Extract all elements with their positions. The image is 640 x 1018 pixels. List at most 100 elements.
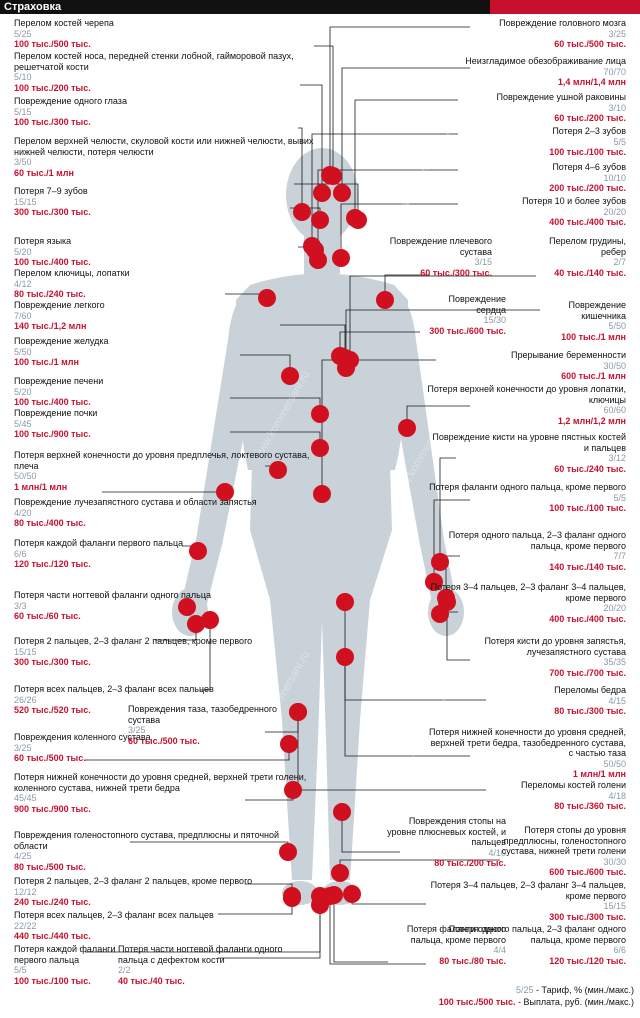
injury-entry: Повреждение желудка 5/50 100 тыс./1 млн xyxy=(14,336,314,368)
injury-payout: 80 тыс./300 тыс. xyxy=(554,706,626,716)
injury-point xyxy=(201,611,219,629)
injury-title: Повреждение одного глаза xyxy=(14,96,127,106)
injury-tariff: 5/45 xyxy=(14,418,32,429)
legend: 5/25 - Тариф, % (мин./макс.) 100 тыс./50… xyxy=(439,984,634,1008)
leader-line xyxy=(311,133,458,246)
injury-point xyxy=(289,703,307,721)
injury-payout: 1 млн/1 млн xyxy=(14,481,68,492)
injury-title: Потеря кисти до уровня запястья, лучезап… xyxy=(484,636,626,657)
injury-payout: 300 тыс./300 тыс. xyxy=(549,911,626,922)
injury-title: Потеря языка xyxy=(14,236,72,246)
injury-tariff: 15/15 xyxy=(14,646,37,657)
injury-entry: Повреждение одного глаза 5/15 100 тыс./300… xyxy=(14,96,314,128)
injury-tariff: 5/20 xyxy=(14,246,32,257)
injury-title: Потеря всех пальцев, 2–3 фаланг всех пал… xyxy=(14,684,214,694)
injury-payout: 400 тыс./400 тыс. xyxy=(549,217,626,227)
injury-payout: 440 тыс./440 тыс. xyxy=(14,931,91,941)
injury-tariff: 20/20 xyxy=(603,603,626,613)
injury-entry: Потеря 7–9 зубов 15/15 300 тыс./300 тыс. xyxy=(14,186,314,218)
injury-title: Повреждения тазa, тазобедренного сустава xyxy=(128,704,277,725)
injury-payout: 100 тыс./400 тыс. xyxy=(14,257,91,267)
injury-payout: 60 тыс./200 тыс. xyxy=(554,113,626,123)
injury-title: Потеря 2 пальцев, 2–3 фаланг 2 пальцев, … xyxy=(14,636,253,646)
injury-payout: 60 тыс./500 тыс. xyxy=(14,753,86,763)
injury-payout: 60 тыс./500 тыс. xyxy=(554,39,626,49)
injury-title: Потеря 2 пальцев, 2–3 фаланг 2 пальцев, … xyxy=(14,876,253,886)
injury-entry: Повреждение кисти на уровне пястных кост… xyxy=(426,432,626,474)
injury-payout: 100 тыс./100 тыс. xyxy=(549,503,626,513)
injury-tariff: 26/26 xyxy=(14,694,37,705)
leader-line xyxy=(341,812,400,853)
injury-title: Прерывание беременности xyxy=(510,350,626,360)
injury-entry: Потеря всех пальцев, 2–3 фаланг всех пал… xyxy=(14,684,314,716)
injury-entry: Повреждение лучезапястного сустава и обл… xyxy=(14,497,314,529)
injury-point xyxy=(343,885,361,903)
injury-entry: Неизгладимое обезображивание лица 70/70 1,… xyxy=(400,56,626,88)
injury-point xyxy=(283,889,301,907)
injury-payout: 600 тыс./1 млн xyxy=(561,371,626,381)
injury-point xyxy=(332,249,350,267)
injury-entry: Потеря нижней конечности до уровня средн… xyxy=(426,727,626,780)
title-bar: Страховка xyxy=(0,0,640,14)
injury-tariff: 30/30 xyxy=(603,856,626,867)
injury-point xyxy=(376,291,394,309)
injury-payout: 100 тыс./100 тыс. xyxy=(14,975,91,986)
injury-title: Повреждение кисти на уровне пястных кост… xyxy=(432,432,626,453)
injury-tariff: 3/25 xyxy=(128,725,146,735)
injury-point xyxy=(279,843,297,861)
injury-entry: Перелом костей черепа 5/25 100 тыс./500 ты… xyxy=(14,18,314,50)
injury-title: Потеря 3–4 пальцев, 2–3 фаланг 3–4 пальц… xyxy=(430,880,626,901)
leader-line xyxy=(280,324,346,358)
injury-entry: Потеря 10 и более зубов 20/20 400 тыс./400… xyxy=(426,196,626,228)
leader-line xyxy=(341,67,470,193)
injury-title: Потеря части ногтевой фаланги одного пал… xyxy=(14,590,211,600)
injury-tariff: 5/50 xyxy=(608,321,626,331)
injury-title: Потеря всех пальцев, 2–3 фаланг всех пал… xyxy=(14,910,214,920)
injury-tariff: 4/18 xyxy=(608,790,626,801)
injury-tariff: 3/10 xyxy=(608,102,626,113)
injury-title: Повреждение плечевого сустава xyxy=(389,236,492,257)
injury-payout: 520 тыс./520 тыс. xyxy=(14,705,91,715)
injury-tariff: 6/6 xyxy=(14,548,27,559)
injury-title: Повреждение головного мозга xyxy=(499,18,626,28)
legend-tariff-desc: - Тариф, % (мин./макс.) xyxy=(533,985,634,995)
injury-entry: Потеря каждой фаланги первого пальца 6/6 1… xyxy=(14,538,314,570)
injury-title: Потеря одного пальца, 2–3 фаланг одного … xyxy=(448,924,626,945)
injury-tariff: 70/70 xyxy=(603,66,626,77)
leader-line xyxy=(446,602,470,661)
injury-point xyxy=(336,648,354,666)
injury-payout: 40 тыс./140 тыс. xyxy=(554,267,626,278)
injury-tariff: 5/5 xyxy=(14,965,27,975)
injury-payout: 700 тыс./700 тыс. xyxy=(549,667,626,678)
injury-tariff: 3/15 xyxy=(474,257,492,267)
injury-point xyxy=(258,289,276,307)
injury-tariff: 3/3 xyxy=(14,600,27,611)
injury-entry: Потеря 2 пальцев, 2–3 фаланг 2 пальцев, … xyxy=(14,876,314,908)
injury-point xyxy=(280,735,298,753)
injury-entry: Потеря 3–4 пальцев, 2–3 фаланг 3–4 пальц… xyxy=(426,880,626,922)
injury-tariff: 5/15 xyxy=(14,106,32,117)
injury-point xyxy=(333,803,351,821)
injury-payout: 100 тыс./1 млн xyxy=(14,357,79,367)
injury-title: Потеря каждой фаланги первого пальца xyxy=(14,944,116,965)
injury-point xyxy=(187,615,205,633)
injury-title: Повреждение лучезапястного сустава и обл… xyxy=(14,497,257,507)
injury-tariff: 4/10 xyxy=(488,847,506,858)
injury-payout: 80 тыс./200 тыс. xyxy=(434,858,506,868)
leader-line xyxy=(439,457,456,562)
title-accent xyxy=(490,0,640,14)
injury-payout: 60 тыс./240 тыс. xyxy=(554,463,626,474)
injury-entry: Повреждение печени 5/20 100 тыс./400 тыс. xyxy=(14,376,314,408)
injury-entry: Повреждение почки 5/45 100 тыс./900 тыс. xyxy=(14,408,314,440)
injury-tariff: 35/35 xyxy=(603,657,626,667)
injury-title: Неизгладимое обезображивание лица xyxy=(465,56,626,66)
injury-tariff: 3/50 xyxy=(14,157,32,167)
injury-entry: Потеря всех пальцев, 2–3 фаланг всех пал… xyxy=(14,910,314,942)
injury-tariff: 4/15 xyxy=(608,695,626,706)
leader-line xyxy=(351,894,426,905)
injury-payout: 900 тыс./900 тыс. xyxy=(14,803,91,814)
injury-tariff: 7/60 xyxy=(14,310,32,321)
injury-payout: 1,4 млн/1,4 млн xyxy=(557,77,626,87)
leader-line xyxy=(317,169,458,260)
